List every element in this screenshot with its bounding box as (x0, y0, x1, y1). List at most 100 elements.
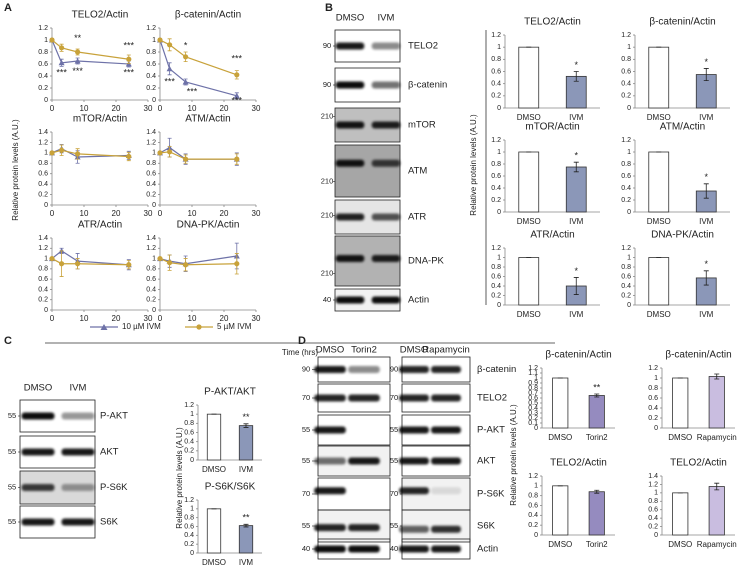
y-tick-label: 0 (44, 307, 48, 314)
y-tick-label: 0.8 (38, 49, 48, 56)
y-tick-label: 0 (627, 105, 631, 112)
y-tick-label: 0.6 (621, 273, 631, 280)
mw-marker: 55 (8, 411, 16, 420)
y-tick-label: 0.4 (146, 286, 156, 293)
x-axis-label: Time (hrs) (282, 348, 318, 357)
chart-title: TELO2/Actin (72, 10, 129, 21)
y-tick-label: 0 (534, 532, 538, 539)
lane-label: Torin2 (351, 345, 377, 356)
x-tick-label: DMSO (647, 217, 671, 226)
blot-band (371, 81, 401, 89)
y-tick-label: 0.8 (491, 161, 501, 168)
marker (183, 156, 189, 162)
y-tick-label: 0.8 (528, 493, 538, 500)
bar (672, 492, 689, 536)
chart-title: β-catenin/Actin (665, 350, 731, 361)
chart-title: mTOR/Actin (525, 122, 579, 133)
marker (182, 79, 189, 85)
annotation: *** (124, 67, 135, 77)
blot-band (314, 545, 346, 553)
y-tick-label: 0.6 (38, 276, 48, 283)
x-tick-label: DMSO (548, 433, 572, 442)
x-tick-label: DMSO (517, 310, 541, 319)
y-tick-label: 0.4 (491, 283, 501, 290)
blot-band (371, 213, 401, 221)
y-axis-label: Relative protein levels (A.U.) (469, 114, 478, 216)
y-tick-label: 0 (497, 302, 501, 309)
y-tick-label: 0.6 (648, 507, 658, 514)
mw-marker: 55 (390, 425, 398, 434)
x-tick-label: IVM (239, 465, 254, 474)
legend-label: 5 µM IVM (217, 322, 252, 331)
y-tick-label: 1.2 (184, 497, 194, 504)
marker (126, 56, 132, 62)
protein-label: ATR (408, 212, 426, 223)
protein-label: TELO2 (477, 393, 507, 404)
blot-band (431, 545, 461, 553)
protein-label: DNA-PK (408, 256, 445, 267)
marker (126, 262, 132, 268)
y-tick-label: 0.6 (184, 523, 194, 530)
marker (74, 58, 81, 64)
y-tick-label: 0.8 (184, 515, 194, 522)
legend-marker (196, 324, 202, 330)
y-tick-label: 1.2 (491, 32, 501, 39)
mw-marker: 40 (302, 544, 310, 553)
y-tick-label: 1.2 (38, 245, 48, 252)
chart-title: ATR/Actin (78, 220, 122, 231)
y-tick-label: 0 (190, 550, 194, 557)
y-tick-label: 0.4 (491, 185, 501, 192)
y-tick-label: 0.4 (528, 405, 538, 412)
blot-band (348, 524, 380, 532)
x-tick-label: DMSO (517, 113, 541, 122)
chart-title: DNA-PK/Actin (177, 220, 240, 231)
x-tick-label: 30 (144, 209, 153, 218)
mw-marker: 70 (302, 489, 310, 498)
legend-label: 10 µM IVM (122, 322, 161, 331)
y-tick-label: 1.4 (146, 235, 156, 242)
bar (648, 257, 670, 306)
x-tick-label: IVM (569, 113, 584, 122)
x-tick-label: IVM (699, 113, 714, 122)
annotation: ** (242, 513, 250, 523)
series-line (159, 258, 237, 266)
y-tick-label: 0.5 (528, 400, 538, 407)
mw-marker: 210 (321, 111, 334, 120)
y-tick-label: 0 (497, 105, 501, 112)
panel-label: D (298, 335, 306, 347)
protein-label: P-AKT (477, 425, 505, 436)
lane-label: Rapamycin (422, 345, 470, 356)
y-tick-label: 0.4 (528, 512, 538, 519)
chart-title: ATM/Actin (185, 114, 230, 125)
bar (206, 413, 222, 461)
x-tick-label: 30 (144, 314, 153, 323)
y-tick-label: 0.2 (621, 93, 631, 100)
marker (183, 262, 189, 268)
blot-band (314, 524, 346, 532)
x-tick-label: IVM (699, 217, 714, 226)
y-tick-label: 0.4 (621, 283, 631, 290)
y-tick-label: 1 (534, 483, 538, 490)
chart-title: TELO2/Actin (670, 458, 727, 469)
y-tick-label: 0.6 (38, 171, 48, 178)
y-tick-label: 0 (627, 209, 631, 216)
x-tick-label: 20 (220, 209, 229, 218)
x-tick-label: 20 (112, 104, 121, 113)
blot-band (314, 394, 346, 402)
x-tick-label: 0 (50, 314, 55, 323)
y-tick-label: 0.6 (491, 273, 501, 280)
y-tick-label: 0.2 (38, 85, 48, 92)
series-line (159, 39, 237, 76)
blot-band (335, 81, 365, 89)
marker (157, 37, 163, 43)
y-tick-label: 0.6 (146, 171, 156, 178)
bar (672, 377, 689, 429)
chart-title: β-catenin/Actin (649, 17, 715, 28)
x-tick-label: 10 (80, 104, 89, 113)
y-tick-label: 0 (152, 202, 156, 209)
annotation: * (184, 40, 188, 50)
series-line (51, 258, 129, 266)
y-tick-label: 0.8 (491, 56, 501, 63)
blot-band (431, 366, 461, 373)
